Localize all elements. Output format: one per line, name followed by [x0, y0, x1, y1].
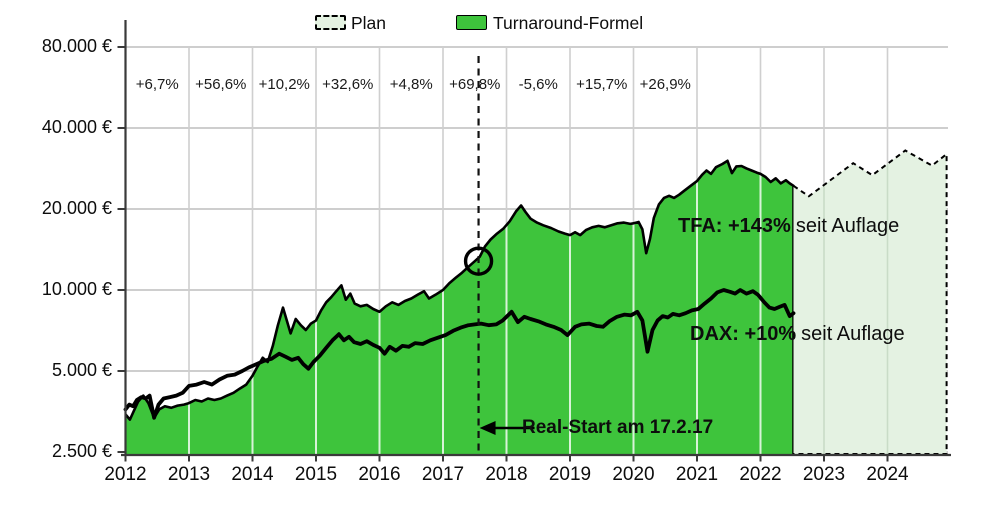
- x-tick-label: 2023: [802, 464, 846, 485]
- y-tick-label: 10.000 €: [41, 279, 112, 299]
- dax-return-annotation: DAX: +10% seit Auflage: [690, 323, 905, 346]
- x-tick-label: 2020: [612, 464, 655, 485]
- plan-area: [793, 150, 947, 454]
- x-tick-label: 2014: [231, 464, 274, 485]
- real-start-circle-marker: [463, 246, 494, 276]
- y-tick-label: 80.000 €: [41, 36, 112, 56]
- y-tick-label: 40.000 €: [41, 117, 112, 137]
- x-tick-label: 2019: [548, 464, 592, 485]
- x-tick-label: 2013: [167, 464, 211, 485]
- dax-return-value: DAX: +10%: [690, 323, 797, 345]
- plan-dashed-outline: [792, 149, 948, 455]
- tfa-line: [124, 159, 795, 455]
- y-tick-label: 20.000 €: [41, 198, 112, 218]
- real-start-annotation: Real-Start am 17.2.17: [522, 417, 714, 438]
- yearly-return-label: +56,6%: [195, 76, 247, 93]
- x-tick-label: 2018: [485, 464, 528, 485]
- x-tick-label: 2022: [739, 464, 782, 485]
- x-tick-label: 2012: [104, 464, 147, 485]
- tfa-return-annotation: TFA: +143% seit Auflage: [678, 215, 899, 238]
- y-tick-label: 5.000 €: [51, 360, 112, 380]
- tfa-return-suffix: seit Auflage: [795, 215, 900, 237]
- tfa-area: [125, 160, 794, 455]
- yearly-return-label: +32,6%: [322, 76, 374, 93]
- yearly-return-label: +15,7%: [576, 76, 628, 93]
- x-tick-label: 2016: [358, 464, 401, 485]
- x-tick-label: 2017: [421, 464, 465, 485]
- yearly-return-label: +26,9%: [639, 76, 691, 93]
- dax-line: [123, 288, 796, 420]
- yearly-return-label: +4,8%: [389, 76, 433, 93]
- tfa-return-value: TFA: +143%: [678, 215, 791, 237]
- yearly-return-label: +10,2%: [258, 76, 310, 93]
- yearly-return-label: -5,6%: [518, 76, 558, 93]
- dax-return-suffix: seit Auflage: [801, 323, 905, 345]
- x-tick-label: 2021: [675, 464, 719, 485]
- yearly-return-label: +69,8%: [449, 76, 501, 93]
- left-arrow-icon: [479, 421, 496, 435]
- x-tick-label: 2015: [294, 464, 338, 485]
- x-tick-label: 2024: [866, 464, 909, 485]
- yearly-return-label: +6,7%: [135, 76, 179, 93]
- y-tick-label: 2.500 €: [51, 441, 112, 461]
